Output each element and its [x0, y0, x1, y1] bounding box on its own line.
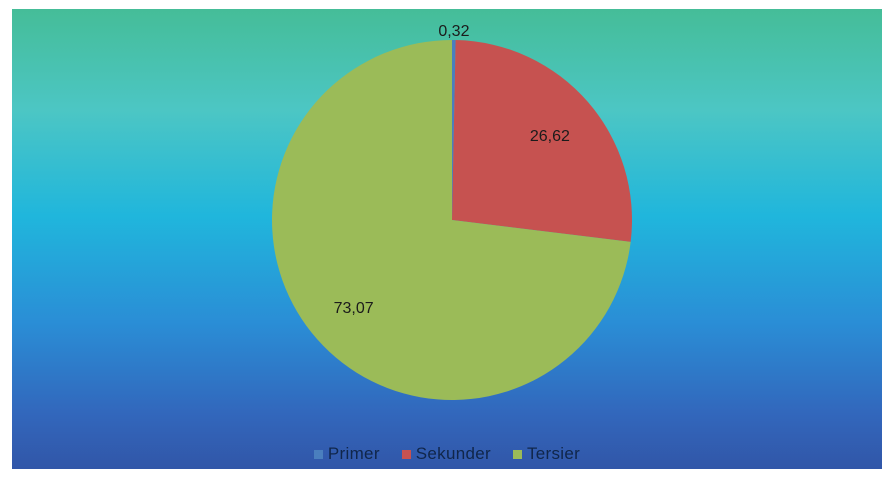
legend-label-tersier: Tersier: [526, 444, 581, 463]
chart-area: 0,32 26,62 73,07 Primer Sekunder Tersier: [12, 9, 882, 469]
pie-data-labels: 0,32 26,62 73,07: [334, 23, 570, 317]
pie-chart: 0,32 26,62 73,07: [272, 23, 633, 400]
legend-label-sekunder: Sekunder: [415, 444, 491, 463]
data-label-tersier: 73,07: [334, 300, 374, 317]
legend-swatch-sekunder: [401, 449, 411, 459]
legend-item-primer: Primer: [313, 444, 380, 464]
data-label-sekunder: 26,62: [530, 128, 570, 145]
legend-label-primer: Primer: [327, 444, 380, 463]
legend-swatch-tersier: [512, 449, 522, 459]
pie-slice-primer: [452, 40, 456, 220]
legend-swatch-primer: [313, 449, 323, 459]
pie-slices: [272, 40, 633, 400]
pie-slice-sekunder: [452, 40, 633, 242]
legend-item-tersier: Tersier: [512, 444, 581, 464]
chart-legend: Primer Sekunder Tersier: [12, 441, 882, 467]
pie-slice-tersier: [272, 40, 631, 400]
data-label-primer: 0,32: [438, 23, 469, 40]
legend-item-sekunder: Sekunder: [401, 444, 491, 464]
